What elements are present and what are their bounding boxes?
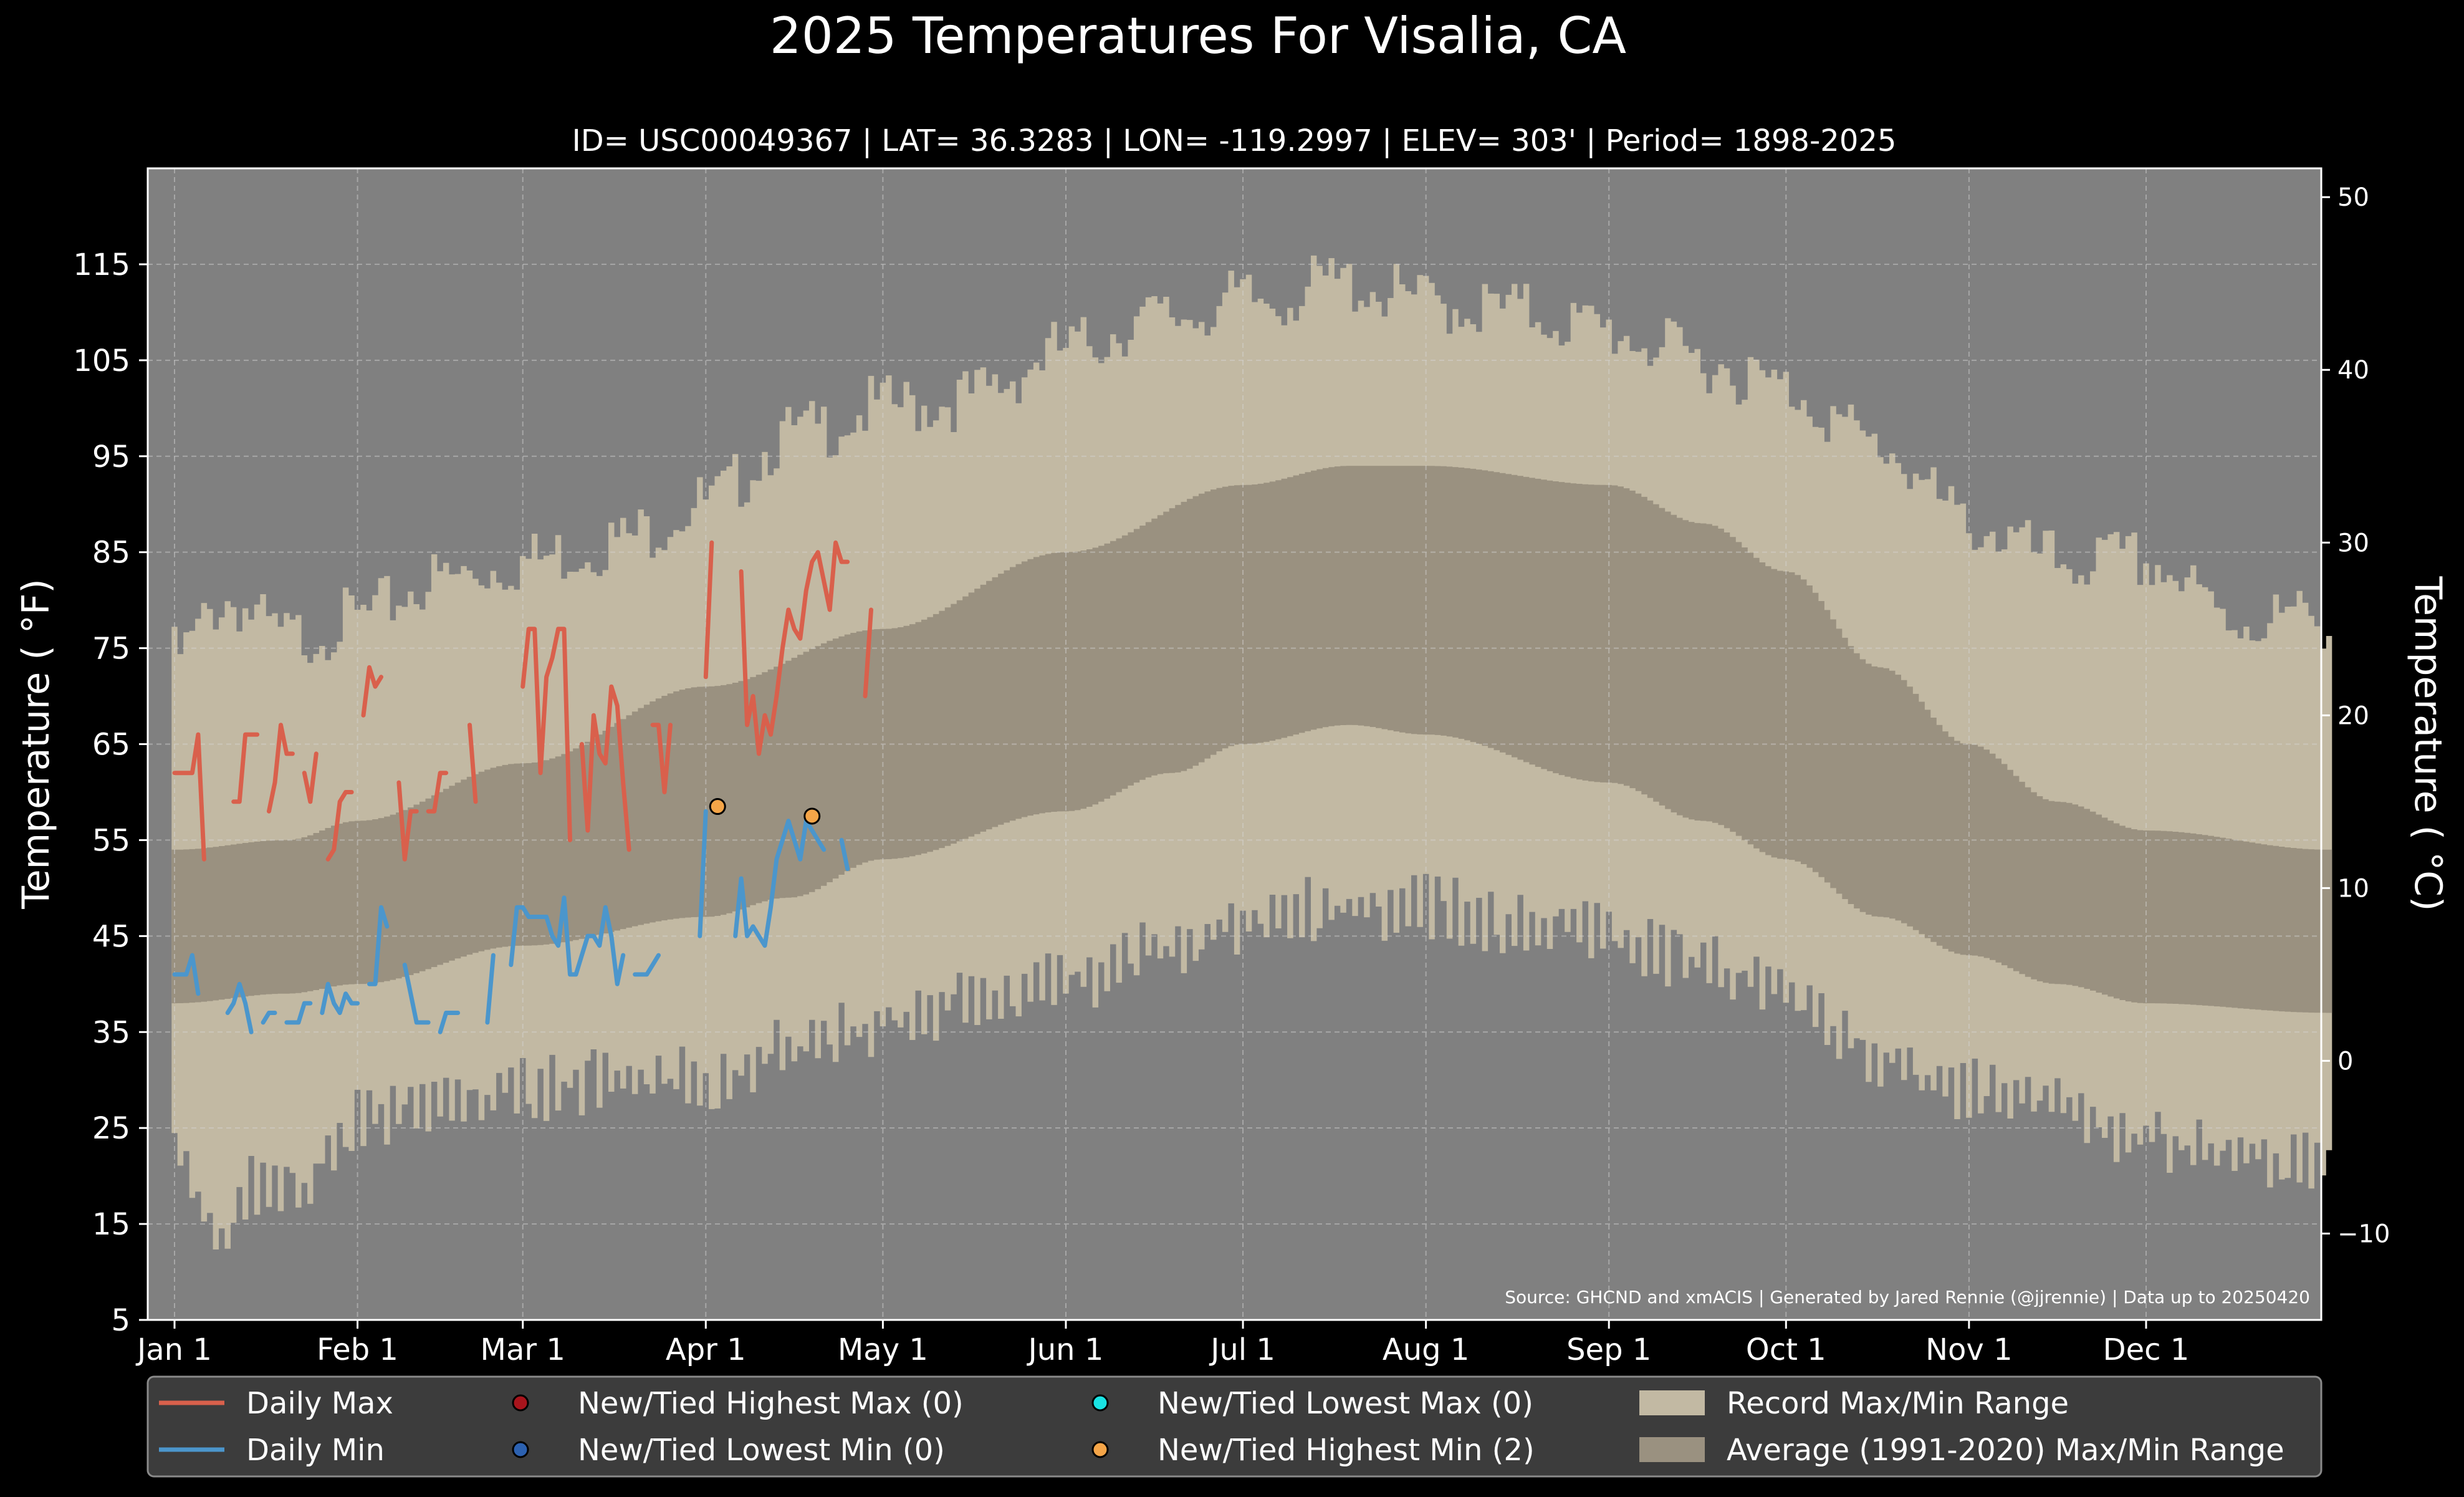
y2-axis-label: Temperature ( °C) bbox=[2406, 576, 2450, 912]
y2-tick-label: 20 bbox=[2337, 701, 2369, 730]
legend-label-record-max-min-range: Record Max/Min Range bbox=[1727, 1386, 2069, 1421]
x-tick-label: Mar 1 bbox=[481, 1332, 565, 1367]
legend-swatch-new-tied-highest-min-2 bbox=[1091, 1441, 1109, 1458]
legend-swatch-record-max-min-range bbox=[1639, 1390, 1705, 1415]
x-tick-label: Sep 1 bbox=[1566, 1332, 1651, 1367]
y-tick-label: 55 bbox=[92, 823, 130, 858]
legend-swatch-new-tied-lowest-max-0 bbox=[1091, 1394, 1109, 1412]
record-markers bbox=[709, 798, 821, 825]
y-tick-label: 105 bbox=[73, 344, 130, 378]
record-band-shape bbox=[171, 255, 2332, 1249]
x-tick-label: Feb 1 bbox=[317, 1332, 398, 1367]
legend-label-new-tied-lowest-max-0: New/Tied Lowest Max (0) bbox=[1158, 1386, 1533, 1421]
y-tick-label: 35 bbox=[92, 1015, 130, 1050]
y-tick-label: 85 bbox=[92, 536, 130, 570]
y-axis-label: Temperature ( °F) bbox=[14, 579, 58, 910]
x-tick-label: May 1 bbox=[838, 1332, 928, 1367]
record-range-band bbox=[171, 255, 2332, 1249]
x-tick-label: Apr 1 bbox=[666, 1332, 746, 1367]
y2-tick-label: 40 bbox=[2337, 356, 2369, 385]
legend-label-daily-min: Daily Min bbox=[246, 1433, 385, 1468]
chart-subtitle: ID= USC00049367 | LAT= 36.3283 | LON= -1… bbox=[572, 123, 1897, 158]
y2-tick-label: 50 bbox=[2337, 183, 2369, 212]
legend-label-average-1991-2020-max-min-range: Average (1991-2020) Max/Min Range bbox=[1727, 1433, 2284, 1468]
series-line-daily-max bbox=[172, 540, 873, 862]
y2-tick-label: 0 bbox=[2337, 1047, 2353, 1076]
y-tick-label: 115 bbox=[73, 248, 130, 282]
daily-series bbox=[172, 540, 873, 1034]
x-tick-label: Dec 1 bbox=[2103, 1332, 2190, 1367]
y-tick-label: 15 bbox=[92, 1207, 130, 1242]
record-marker bbox=[803, 807, 821, 825]
y-tick-label: 75 bbox=[92, 632, 130, 667]
average-band-shape bbox=[171, 466, 2332, 1013]
x-tick-label: Nov 1 bbox=[1925, 1332, 2012, 1367]
legend-swatch-new-tied-lowest-min-0 bbox=[512, 1441, 529, 1458]
x-tick-label: Jul 1 bbox=[1209, 1332, 1275, 1367]
x-axis: Jan 1 Feb 1 Mar 1 Apr 1 May 1 Jun 1 Jul 1 Aug 1… bbox=[135, 1320, 2189, 1367]
legend: Daily Max New/Tied Highest Max (0) New/Tie… bbox=[146, 1375, 2323, 1478]
legend-label-new-tied-lowest-min-0: New/Tied Lowest Min (0) bbox=[578, 1433, 945, 1468]
y2-tick-label: 10 bbox=[2337, 874, 2369, 903]
y2-tick-label: 30 bbox=[2337, 529, 2369, 557]
chart-title: 2025 Temperatures For Visalia, CA bbox=[770, 7, 1626, 65]
legend-box bbox=[146, 1375, 2323, 1478]
legend-swatch-average-1991-2020-max-min-range bbox=[1639, 1437, 1705, 1462]
x-tick-label: Jun 1 bbox=[1027, 1332, 1104, 1367]
source-note: Source: GHCND and xmACIS | Generated by … bbox=[1505, 1287, 2310, 1307]
y-tick-label: 65 bbox=[92, 728, 130, 763]
y2-tick-label: −10 bbox=[2337, 1220, 2390, 1248]
average-range-band bbox=[171, 466, 2332, 1013]
x-tick-label: Jan 1 bbox=[135, 1332, 212, 1367]
legend-label-new-tied-highest-min-2: New/Tied Highest Min (2) bbox=[1158, 1433, 1535, 1468]
legend-label-new-tied-highest-max-0: New/Tied Highest Max (0) bbox=[578, 1386, 964, 1421]
x-tick-label: Aug 1 bbox=[1383, 1332, 1470, 1367]
y-axis-right: −10 0 10 20 30 40 50 bbox=[2321, 183, 2390, 1248]
y-tick-label: 25 bbox=[92, 1111, 130, 1146]
legend-swatch-new-tied-highest-max-0 bbox=[512, 1394, 529, 1412]
y-axis-left: 5 15 25 35 45 55 65 75 85 95 105 115 bbox=[73, 248, 148, 1338]
record-marker bbox=[709, 798, 726, 816]
y-tick-label: 5 bbox=[111, 1303, 130, 1338]
x-tick-label: Oct 1 bbox=[1746, 1332, 1826, 1367]
series-line-daily-min bbox=[172, 809, 850, 1034]
y-tick-label: 45 bbox=[92, 919, 130, 954]
legend-label-daily-max: Daily Max bbox=[246, 1386, 393, 1421]
y-tick-label: 95 bbox=[92, 440, 130, 474]
